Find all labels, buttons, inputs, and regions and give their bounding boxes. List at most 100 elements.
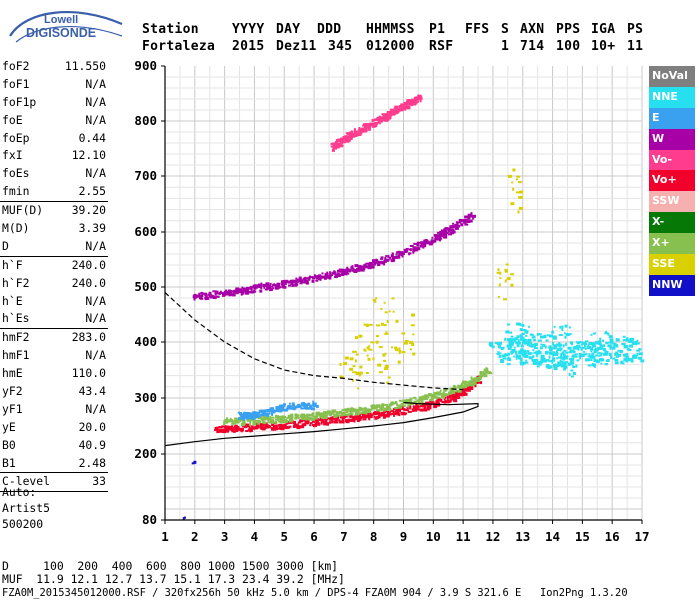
data-point (353, 128, 356, 132)
data-point (313, 404, 317, 407)
data-point (522, 329, 527, 331)
header-label-axn: AXN (520, 22, 545, 37)
param-label: foF1p (2, 94, 37, 109)
data-point (466, 388, 470, 392)
data-point (488, 372, 493, 375)
data-point (633, 342, 635, 345)
data-point (275, 424, 278, 428)
data-point (370, 404, 373, 407)
data-point (638, 348, 641, 351)
data-point (384, 311, 388, 314)
data-point (381, 409, 386, 412)
data-point (360, 407, 363, 411)
data-point (554, 353, 559, 357)
data-point (299, 405, 302, 408)
data-point (397, 360, 401, 364)
data-point (449, 225, 453, 228)
data-point (341, 140, 346, 144)
data-point (504, 353, 509, 357)
data-point (551, 341, 554, 345)
data-point (553, 367, 558, 371)
data-point (274, 424, 278, 428)
data-point (540, 356, 543, 360)
data-point (356, 412, 361, 415)
data-point (346, 266, 349, 270)
data-point (327, 275, 331, 279)
data-point (226, 419, 229, 423)
param-label: hmF1 (2, 348, 30, 363)
x-tick-label: 7 (340, 529, 348, 544)
data-point (383, 359, 387, 362)
data-point (380, 119, 384, 122)
data-point (452, 222, 455, 225)
data-point (315, 420, 319, 423)
data-point (309, 404, 312, 408)
data-point (516, 322, 521, 326)
data-point (313, 276, 316, 279)
data-point (309, 417, 312, 419)
data-point (609, 338, 614, 342)
data-point (235, 429, 239, 432)
data-point (594, 345, 597, 348)
data-point (246, 424, 251, 428)
data-point (483, 374, 488, 378)
data-point (444, 393, 448, 397)
data-point (348, 137, 351, 141)
data-point (544, 351, 548, 355)
data-point (552, 351, 556, 355)
data-point (578, 354, 583, 358)
data-point (533, 360, 536, 364)
data-point (568, 373, 571, 376)
data-point (572, 346, 575, 350)
data-point (446, 396, 449, 400)
data-point (221, 425, 225, 428)
data-point (542, 343, 546, 347)
param-value: 12.10 (71, 148, 106, 163)
data-point (294, 416, 298, 420)
data-point (294, 283, 298, 287)
param-label: M(D) (2, 221, 30, 236)
data-point (220, 429, 224, 432)
data-point (282, 417, 286, 421)
param-value: 0.44 (78, 130, 106, 145)
data-point (510, 283, 514, 287)
param-label: fxI (2, 148, 23, 163)
param-value: 11.550 (64, 59, 106, 73)
data-point (288, 425, 292, 428)
data-point (433, 391, 438, 394)
param-group-virtual-heights: h`F 240.0 h`F2 240.0 h`E N/A h`Es N/A (0, 257, 112, 329)
data-point (621, 343, 624, 346)
x-tick-label: 5 (280, 529, 288, 544)
data-point (208, 291, 212, 295)
data-point (238, 416, 241, 420)
header-label-hhmmss: HHMMSS (366, 22, 415, 37)
data-point (393, 413, 396, 417)
data-point (205, 294, 208, 298)
data-point (569, 358, 572, 362)
data-point (373, 415, 376, 418)
data-point (532, 354, 535, 358)
data-point (375, 117, 378, 120)
data-point (510, 351, 513, 355)
data-point (220, 428, 225, 431)
data-point (356, 415, 361, 419)
footer-file-info: FZA0M_2015345012000.RSF / 320fx256h 50 k… (2, 587, 628, 599)
data-point (446, 393, 450, 396)
data-point (425, 240, 430, 244)
data-point (245, 425, 247, 429)
data-point (429, 400, 431, 403)
data-point (269, 425, 271, 428)
param-row: C-level 33 (0, 473, 112, 491)
data-point (364, 123, 368, 125)
data-point (608, 335, 613, 339)
data-point (225, 289, 228, 293)
data-point (390, 254, 394, 258)
param-group-critical-frequencies: foF2 11.550 foF1 N/A foF1p N/A foE N/A foEp 0… (0, 58, 112, 201)
data-point (407, 404, 410, 408)
data-point (282, 285, 287, 289)
data-point (372, 357, 375, 361)
data-point (561, 325, 564, 329)
data-point (215, 290, 218, 294)
data-point (305, 421, 310, 424)
data-point (381, 403, 385, 406)
